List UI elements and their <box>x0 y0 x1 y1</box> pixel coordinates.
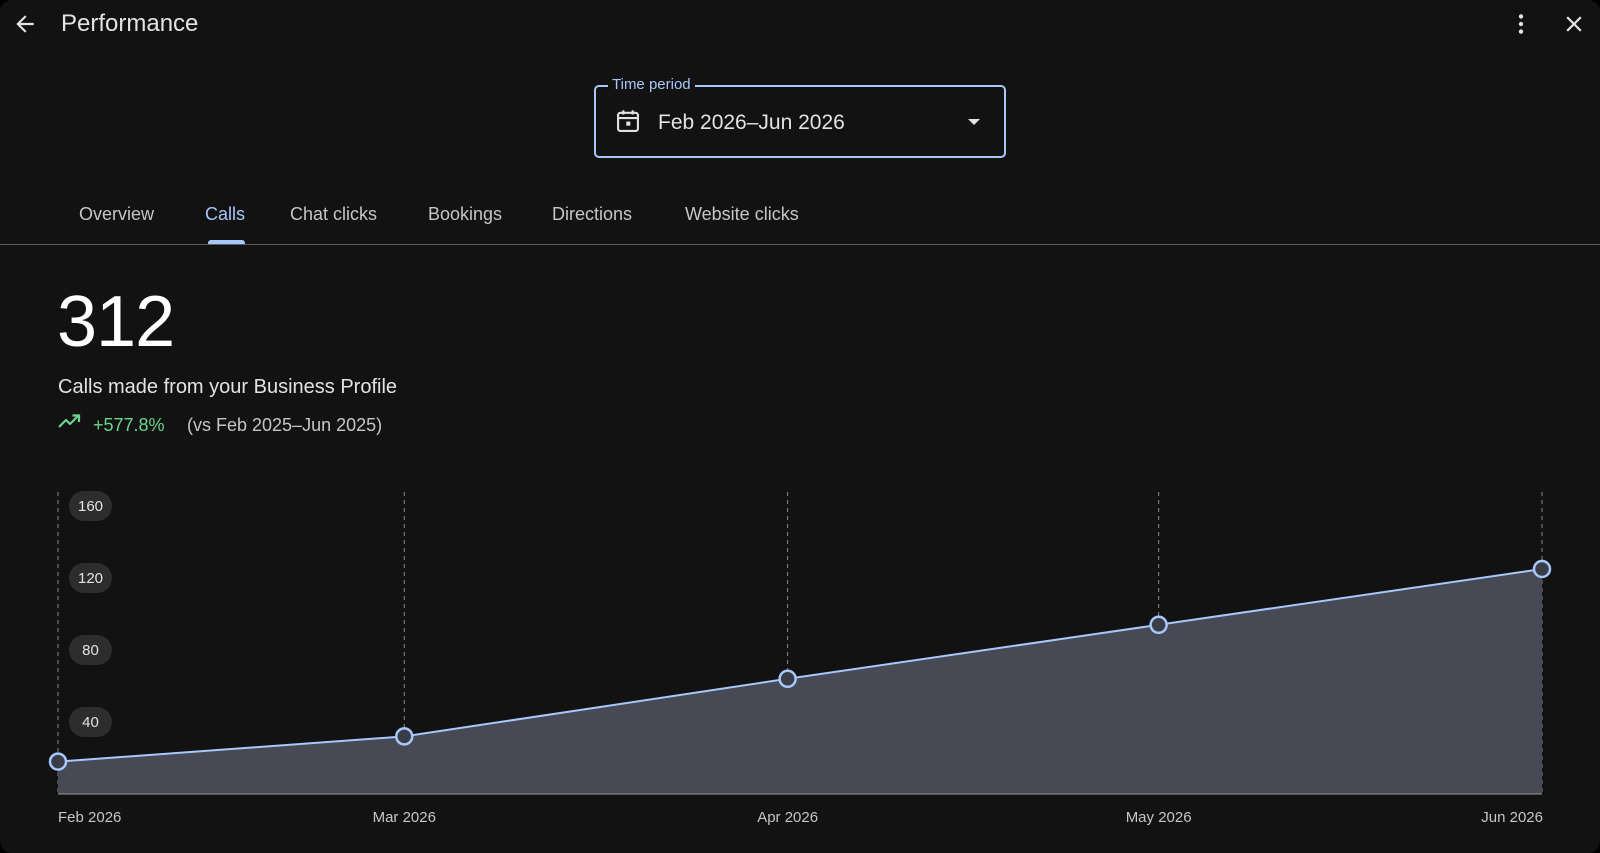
x-tick-label-3: May 2026 <box>1126 809 1192 826</box>
data-point-4 <box>1532 559 1552 579</box>
trending-up-icon <box>58 414 81 428</box>
x-tick-label-2: Apr 2026 <box>757 809 818 826</box>
tab-directions[interactable]: Directions <box>552 204 633 224</box>
data-point-2 <box>778 669 797 689</box>
data-point-1 <box>395 727 414 746</box>
more-options-button[interactable] <box>1501 4 1541 44</box>
y-tick-pill-3 <box>69 491 112 521</box>
time-period-value: Feb 2026–Jun 2026 <box>658 111 845 134</box>
y-tick-label-2: 120 <box>78 570 103 587</box>
time-period-label: Time period <box>608 75 695 95</box>
x-tick-label-0: Feb 2026 <box>58 809 121 826</box>
arrow-back-icon <box>16 15 34 33</box>
calls-total: 312 <box>57 282 175 362</box>
close-icon <box>1566 16 1582 32</box>
data-point-0 <box>48 752 68 771</box>
y-tick-pill-0 <box>69 707 112 737</box>
y-tick-pill-1 <box>69 635 112 665</box>
tab-calls[interactable]: Calls <box>205 204 246 224</box>
dropdown-arrow-icon <box>968 119 980 125</box>
calls-chart: 40 80 120 160 Feb 2026 Mar 2026 Apr 2026 May 20… <box>48 491 1552 826</box>
time-period-select[interactable]: Time period Feb 2026–Jun 2026 <box>594 75 1006 158</box>
y-tick-label-1: 80 <box>82 642 99 659</box>
close-button[interactable] <box>1554 4 1594 44</box>
comparison-period: (vs Feb 2025–Jun 2025) <box>187 415 383 435</box>
page-title: Performance <box>61 10 199 37</box>
change-percent: +577.8% <box>93 415 165 435</box>
tab-chat-clicks[interactable]: Chat clicks <box>290 204 378 224</box>
x-tick-label-4: Jun 2026 <box>1481 809 1543 826</box>
y-tick-label-3: 160 <box>78 498 103 515</box>
tab-overview[interactable]: Overview <box>79 204 155 224</box>
more-vert-icon <box>1518 14 1524 34</box>
metric-description: Calls made from your Business Profile <box>58 376 398 398</box>
data-point-3 <box>1149 615 1168 635</box>
y-tick-pill-2 <box>69 563 112 593</box>
metric-tabs: Overview Calls Chat clicks Bookings Dire… <box>0 190 1600 245</box>
tab-bookings[interactable]: Bookings <box>428 204 503 224</box>
area-fill <box>58 569 1542 794</box>
calendar-icon <box>617 110 639 132</box>
x-tick-label-1: Mar 2026 <box>373 809 436 826</box>
y-tick-label-0: 40 <box>82 714 99 731</box>
active-tab-indicator <box>208 240 245 244</box>
back-button[interactable] <box>5 4 45 44</box>
tab-website-clicks[interactable]: Website clicks <box>685 204 799 224</box>
